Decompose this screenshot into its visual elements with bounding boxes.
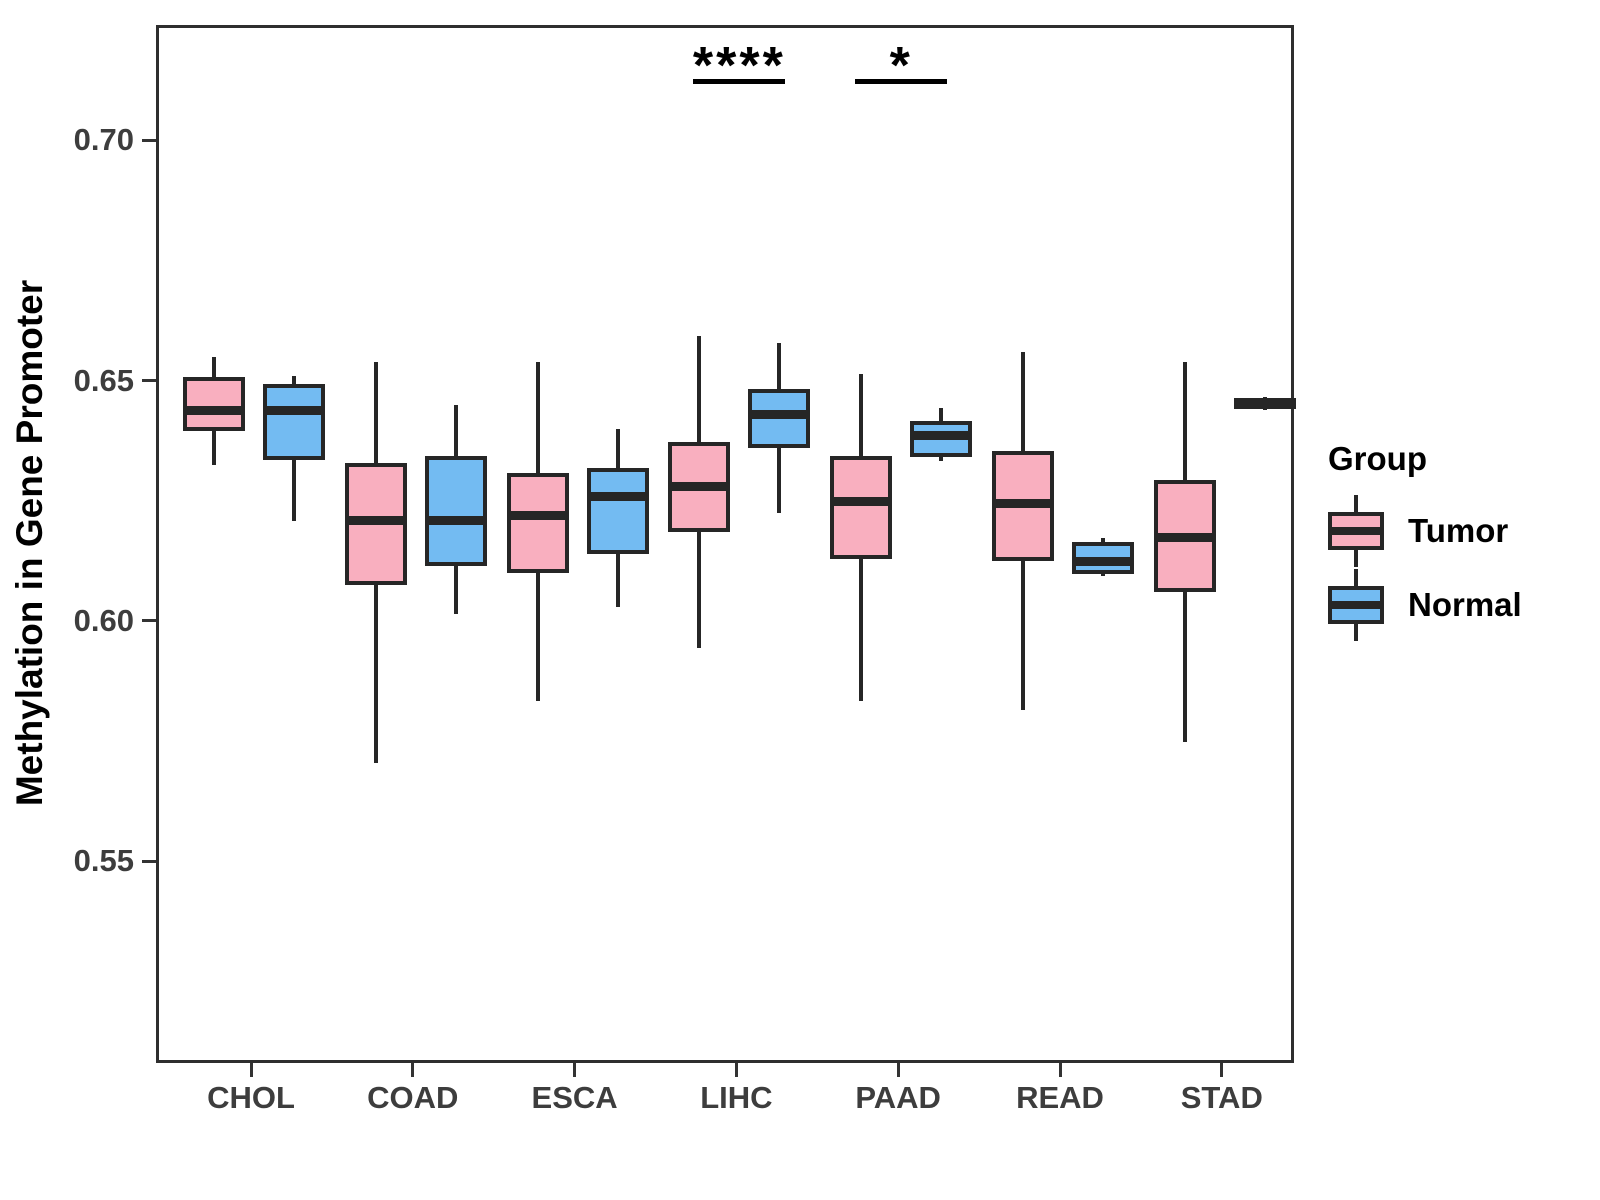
y-tick-mark [142, 379, 156, 383]
box-tumor-ESCA [506, 472, 569, 574]
legend-item-tumor: Tumor [1328, 494, 1522, 568]
y-tick-label: 0.65 [73, 362, 134, 398]
x-tick-label-CHOL: CHOL [207, 1080, 295, 1115]
x-tick-label-PAAD: PAAD [855, 1080, 941, 1115]
median-tumor-PAAD [834, 496, 889, 506]
x-tick-label-STAD: STAD [1180, 1080, 1263, 1115]
y-axis-title: Methylation in Gene Promoter [9, 279, 50, 807]
legend-items: Tumor Normal [1328, 494, 1522, 642]
significance-line-LIHC [693, 79, 786, 84]
median-normal-CHOL [267, 405, 321, 415]
x-tick-mark [1058, 1063, 1062, 1077]
y-tick-label: 0.55 [73, 843, 134, 879]
median-tumor-READ [996, 499, 1050, 509]
x-tick-mark [734, 1063, 738, 1077]
x-tick-mark [896, 1063, 900, 1077]
legend-label-normal: Normal [1408, 586, 1522, 623]
x-tick-label-COAD: COAD [367, 1080, 459, 1115]
box-normal-ESCA [586, 468, 649, 554]
x-tick-label-READ: READ [1016, 1080, 1104, 1115]
x-tick-mark [249, 1063, 253, 1077]
significance-label-PAAD: * [889, 37, 913, 95]
box-tumor-PAAD [830, 456, 893, 559]
median-normal-LIHC [752, 410, 807, 420]
y-tick-mark [142, 859, 156, 863]
median-normal-READ [1076, 556, 1130, 566]
median-tumor-STAD [1157, 532, 1212, 542]
significance-label-LIHC: **** [692, 37, 786, 95]
y-tick-mark [142, 138, 156, 142]
x-tick-label-LIHC: LIHC [700, 1080, 773, 1115]
median-normal-COAD [428, 516, 483, 526]
plot-panel: **** * [156, 25, 1296, 1063]
x-tick-label-ESCA: ESCA [531, 1080, 618, 1115]
median-normal-STAD [1237, 399, 1292, 409]
legend-key-median [1332, 527, 1380, 535]
median-tumor-CHOL [187, 405, 241, 415]
x-tick-mark [1220, 1063, 1224, 1077]
x-tick-mark [411, 1063, 415, 1077]
box-tumor-CHOL [183, 376, 245, 432]
y-tick-label: 0.70 [73, 122, 134, 158]
significance-line-PAAD [855, 79, 948, 84]
x-tick-mark [573, 1063, 577, 1077]
median-tumor-COAD [348, 516, 403, 526]
median-normal-PAAD [914, 431, 969, 440]
box-normal-COAD [424, 456, 487, 566]
boxplot-key-icon [1328, 569, 1384, 641]
boxplot-key-icon [1328, 495, 1384, 567]
median-tumor-ESCA [510, 511, 565, 521]
median-normal-ESCA [590, 492, 645, 502]
y-tick-mark [142, 619, 156, 623]
legend: Group Tumor Normal [1328, 440, 1522, 642]
box-normal-CHOL [263, 384, 325, 461]
y-tick-label: 0.60 [73, 602, 134, 638]
legend-key-median [1332, 601, 1380, 609]
legend-item-normal: Normal [1328, 568, 1522, 642]
legend-label-tumor: Tumor [1408, 512, 1509, 549]
legend-title: Group [1328, 440, 1427, 477]
median-tumor-LIHC [672, 482, 727, 492]
